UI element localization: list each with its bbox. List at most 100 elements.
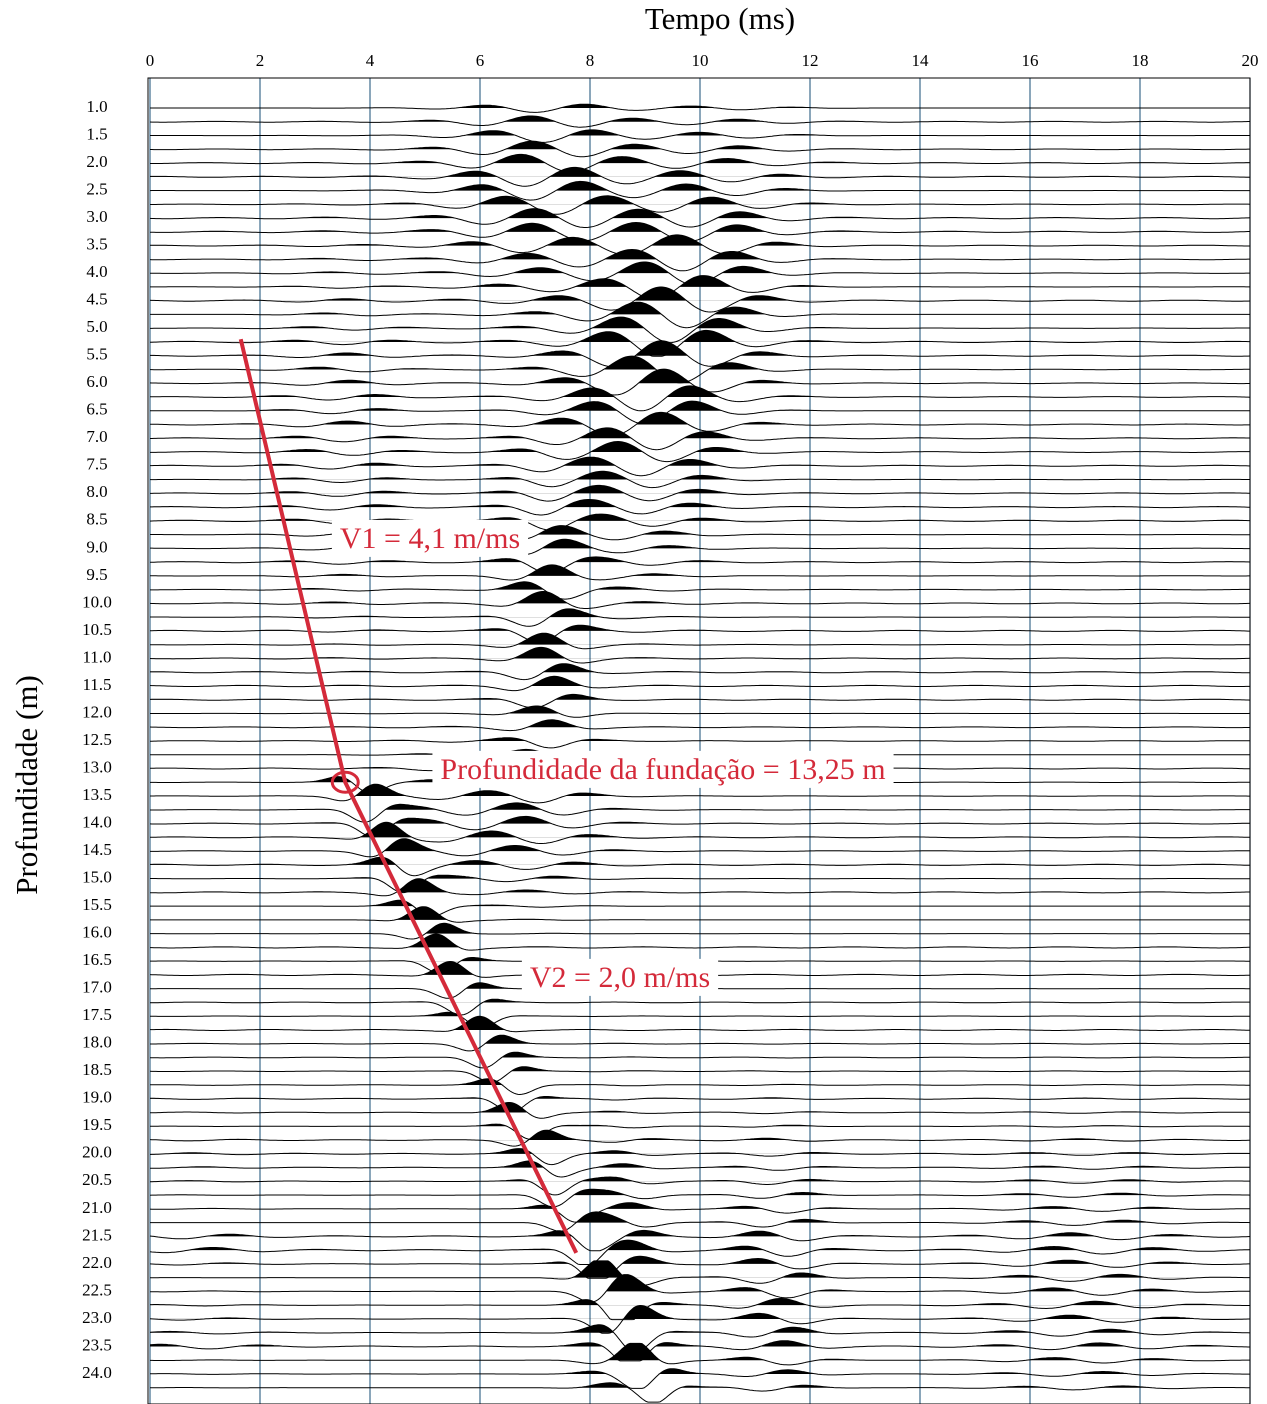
trace bbox=[149, 693, 1251, 709]
trace-fill bbox=[150, 457, 1250, 466]
annotation-background bbox=[521, 958, 719, 996]
y-tick-label: 11.5 bbox=[82, 675, 111, 694]
trace bbox=[150, 1123, 1251, 1140]
y-tick-label: 21.0 bbox=[82, 1198, 112, 1217]
trace bbox=[150, 874, 1250, 894]
trace bbox=[150, 1260, 1250, 1286]
y-tick-label: 3.5 bbox=[86, 235, 107, 254]
trace bbox=[150, 1368, 1250, 1389]
trace bbox=[150, 1176, 1250, 1196]
trace bbox=[150, 1011, 1250, 1029]
trace bbox=[149, 1188, 1251, 1208]
y-tick-label: 20.0 bbox=[82, 1143, 112, 1162]
y-tick-label: 13.5 bbox=[82, 785, 112, 804]
trace bbox=[150, 456, 1251, 477]
trace bbox=[149, 675, 1250, 692]
trace bbox=[150, 933, 1251, 951]
trace bbox=[150, 427, 1250, 451]
y-tick-label: 11.0 bbox=[82, 647, 111, 666]
annotation: Profundidade da fundação = 13,25 m bbox=[440, 753, 885, 786]
y-tick-label: 14.5 bbox=[82, 840, 112, 859]
y-tick-label: 16.5 bbox=[82, 950, 112, 969]
trace bbox=[150, 195, 1251, 215]
trace bbox=[150, 838, 1251, 858]
y-tick-label: 22.0 bbox=[82, 1253, 112, 1272]
trace bbox=[150, 581, 1250, 600]
trace bbox=[150, 316, 1250, 344]
trace-fill bbox=[150, 195, 1250, 205]
foundation-marker bbox=[330, 770, 360, 794]
trace bbox=[150, 411, 1250, 437]
y-tick-label: 4.5 bbox=[86, 290, 107, 309]
y-tick-label: 17.5 bbox=[82, 1005, 112, 1024]
trace bbox=[150, 166, 1250, 187]
trace bbox=[150, 906, 1250, 923]
x-tick-label: 12 bbox=[802, 51, 819, 70]
trace bbox=[150, 355, 1250, 384]
annotation-background bbox=[331, 519, 529, 557]
trace bbox=[149, 591, 1250, 609]
trace bbox=[149, 1255, 1250, 1279]
trace bbox=[149, 1274, 1250, 1303]
x-tick-label: 8 bbox=[586, 51, 595, 70]
y-tick-label: 16.0 bbox=[82, 923, 112, 942]
trace bbox=[150, 153, 1250, 173]
trace-fill bbox=[150, 857, 1250, 865]
trace bbox=[149, 115, 1250, 128]
trace-fill bbox=[150, 427, 1250, 439]
trace-fill bbox=[150, 784, 1250, 797]
trace bbox=[149, 1078, 1250, 1096]
y-tick-label: 18.0 bbox=[82, 1033, 112, 1052]
trace bbox=[150, 385, 1251, 412]
trace bbox=[149, 815, 1250, 838]
y-axis-label: Profundidade (m) bbox=[9, 675, 44, 895]
trace bbox=[150, 1342, 1250, 1366]
y-tick-label: 5.5 bbox=[86, 345, 107, 364]
trace bbox=[150, 564, 1250, 581]
trace bbox=[150, 440, 1250, 463]
y-tick-label: 18.5 bbox=[82, 1060, 112, 1079]
trace bbox=[150, 1211, 1251, 1232]
y-tick-label: 15.0 bbox=[82, 868, 112, 887]
trace bbox=[150, 1015, 1251, 1033]
annotation: V1 = 4,1 m/ms bbox=[340, 522, 520, 555]
trace bbox=[149, 1148, 1251, 1166]
y-tick-label: 24.0 bbox=[82, 1363, 112, 1382]
trace bbox=[149, 556, 1251, 574]
trace-fill bbox=[150, 878, 1250, 893]
y-tick-label: 13.0 bbox=[82, 757, 112, 776]
trace bbox=[149, 221, 1250, 243]
y-tick-label: 19.5 bbox=[82, 1115, 112, 1134]
trace bbox=[149, 1066, 1250, 1083]
y-tick-label: 6.5 bbox=[86, 400, 107, 419]
y-tick-label: 20.5 bbox=[82, 1170, 112, 1189]
trace bbox=[150, 1382, 1250, 1403]
y-tick-label: 8.0 bbox=[86, 482, 107, 501]
trace bbox=[149, 1229, 1251, 1252]
trace-fill bbox=[150, 499, 1250, 508]
trace-fill bbox=[150, 1177, 1250, 1182]
trace bbox=[150, 608, 1250, 627]
y-tick-label: 21.5 bbox=[82, 1225, 112, 1244]
trace bbox=[150, 998, 1250, 1016]
y-tick-label: 6.0 bbox=[86, 372, 107, 391]
trace bbox=[150, 340, 1251, 368]
trace-fill bbox=[150, 1340, 1250, 1347]
trace bbox=[150, 899, 1250, 917]
trace bbox=[150, 103, 1250, 113]
trace-fill bbox=[150, 1240, 1250, 1251]
trace-fill bbox=[150, 275, 1250, 287]
trace bbox=[150, 140, 1250, 158]
trace bbox=[150, 1102, 1251, 1119]
trace bbox=[149, 1202, 1250, 1223]
y-tick-label: 23.5 bbox=[82, 1335, 112, 1354]
trace-fill bbox=[150, 401, 1250, 411]
y-tick-label: 22.5 bbox=[82, 1280, 112, 1299]
trace bbox=[150, 400, 1250, 425]
trace bbox=[150, 1051, 1250, 1069]
y-tick-label: 10.5 bbox=[82, 620, 112, 639]
trace bbox=[149, 1324, 1251, 1348]
chart-title: Tempo (ms) bbox=[645, 1, 795, 36]
trace bbox=[150, 1160, 1250, 1178]
